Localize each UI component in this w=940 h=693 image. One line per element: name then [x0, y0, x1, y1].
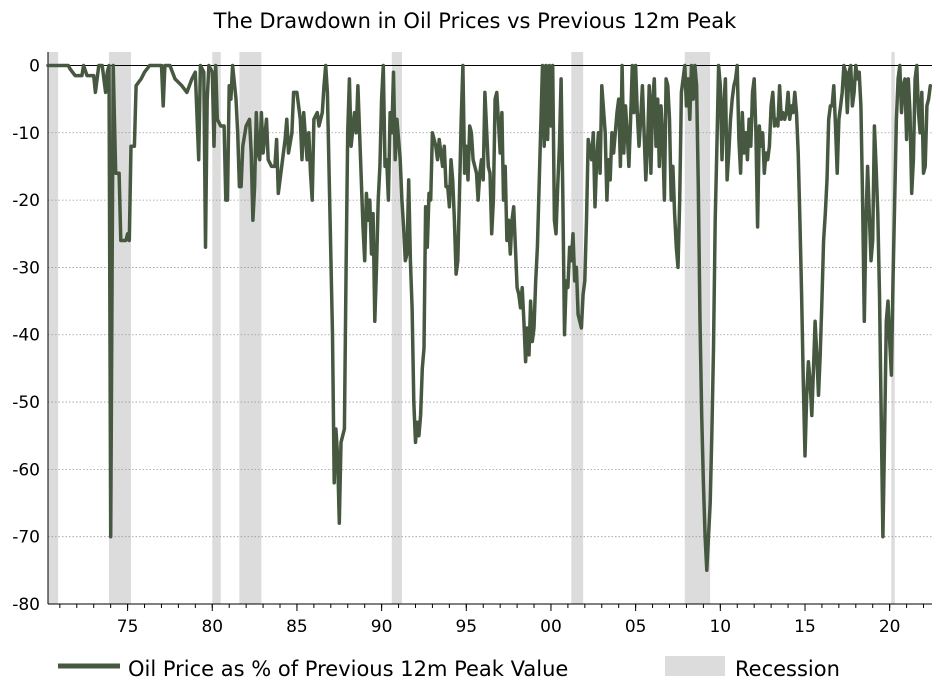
legend-label-recession: Recession — [735, 657, 840, 681]
recession-band-5 — [391, 52, 402, 604]
y-tick-label: -30 — [12, 258, 40, 278]
legend: Oil Price as % of Previous 12m Peak Valu… — [58, 656, 840, 681]
x-tick-label: 20 — [879, 617, 901, 637]
x-tick-label: 15 — [794, 617, 816, 637]
x-tick-label: 90 — [371, 617, 393, 637]
recession-band-1 — [48, 52, 59, 604]
x-tick-label: 80 — [201, 617, 223, 637]
y-tick-label: -50 — [12, 393, 40, 413]
series-line-oil-drawdown — [46, 63, 933, 573]
x-tick-label: 10 — [709, 617, 731, 637]
series-layer — [46, 63, 933, 573]
x-tick-label: 05 — [625, 617, 647, 637]
y-tick-label: 0 — [29, 56, 40, 76]
y-tick-label: -80 — [12, 595, 40, 615]
x-tick-label: 75 — [117, 617, 139, 637]
gridlines — [48, 132, 932, 538]
axes: 0 -10 -20 -30 -40 -50 -60 -70 -80 75 80 85 90 95 00 05 1… — [12, 52, 932, 637]
x-tick-label: 85 — [286, 617, 308, 637]
y-tick-label: -70 — [12, 528, 40, 548]
y-tick-label: -10 — [12, 124, 40, 144]
x-tick-label: 00 — [540, 617, 562, 637]
recession-band-3 — [212, 52, 221, 604]
legend-recession-swatch — [665, 656, 725, 676]
recession-band-2 — [108, 52, 131, 604]
y-tick-label: -20 — [12, 191, 40, 211]
y-tick-label: -40 — [12, 326, 40, 346]
legend-label-oil-price: Oil Price as % of Previous 12m Peak Valu… — [128, 657, 568, 681]
y-tick-label: -60 — [12, 460, 40, 480]
recession-band-6 — [571, 52, 584, 604]
x-tick-label: 95 — [455, 617, 477, 637]
chart-title: The Drawdown in Oil Prices vs Previous 1… — [213, 9, 737, 33]
